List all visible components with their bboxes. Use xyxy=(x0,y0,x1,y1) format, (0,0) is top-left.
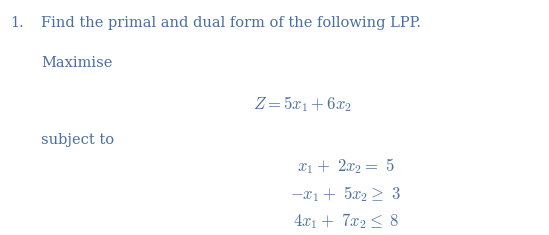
Text: Maximise: Maximise xyxy=(41,56,113,70)
Text: $4x_1 + \ 7x_2 \leq \ 8$: $4x_1 + \ 7x_2 \leq \ 8$ xyxy=(293,212,399,231)
Text: subject to: subject to xyxy=(41,133,114,147)
Text: 1.: 1. xyxy=(10,16,24,31)
Text: Find the primal and dual form of the following LPP.: Find the primal and dual form of the fol… xyxy=(41,16,421,31)
Text: $-x_1 + \ 5x_2 \geq \ 3$: $-x_1 + \ 5x_2 \geq \ 3$ xyxy=(290,184,401,204)
Text: $Z = 5x_1 + 6x_2$: $Z = 5x_1 + 6x_2$ xyxy=(253,94,351,114)
Text: $x_1 + \ 2x_2 = \ 5$: $x_1 + \ 2x_2 = \ 5$ xyxy=(297,156,395,176)
